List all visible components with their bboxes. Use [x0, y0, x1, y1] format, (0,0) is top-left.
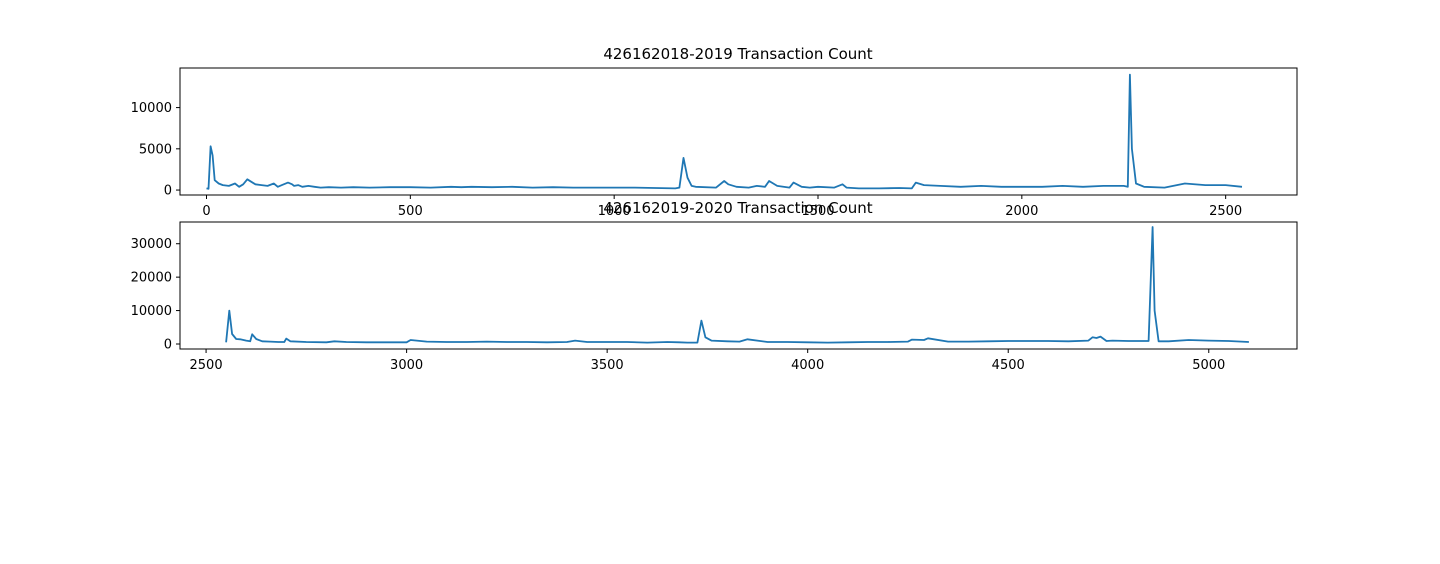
series-line-0 [206, 73, 1243, 190]
y-tick-label: 30000 [131, 237, 172, 252]
chart-title: 426162019-2020 Transaction Count [603, 199, 872, 217]
x-tick-label: 4500 [992, 358, 1025, 373]
x-tick-label: 2000 [1005, 204, 1038, 219]
chart-2018-2019: 426162018-2019 Transaction Count 0 500 100… [131, 45, 1298, 219]
y-tick-label: 20000 [131, 271, 172, 286]
x-tick-label: 5000 [1192, 358, 1225, 373]
x-tick-label: 3000 [390, 358, 423, 373]
y-tick-label: 10000 [131, 304, 172, 319]
x-tick-label: 1000 [598, 204, 631, 219]
x-tick-label: 500 [398, 204, 423, 219]
x-tick-label: 1500 [801, 204, 834, 219]
plot-area: 2500 3000 3500 4000 4500 5000 0 10000 20000 30000 [131, 221, 1298, 373]
series-line-0 [225, 226, 1249, 344]
y-tick-label: 10000 [131, 101, 172, 116]
plot-area: 0 500 1000 1500 2000 2500 0 5000 10000 [131, 67, 1298, 219]
y-tick-label: 0 [164, 337, 172, 352]
x-tick-label: 3500 [591, 358, 624, 373]
chart-title: 426162018-2019 Transaction Count [603, 45, 872, 63]
x-tick-label: 2500 [1209, 204, 1242, 219]
y-tick-label: 0 [164, 184, 172, 199]
axes-frame [179, 67, 1298, 196]
x-tick-label: 0 [202, 204, 210, 219]
axes-frame [179, 221, 1298, 350]
y-tick-label: 5000 [139, 142, 172, 157]
x-tick-label: 4000 [791, 358, 824, 373]
chart-2019-2020: 426162019-2020 Transaction Count 2500 300… [131, 199, 1298, 373]
x-tick-label: 2500 [190, 358, 223, 373]
